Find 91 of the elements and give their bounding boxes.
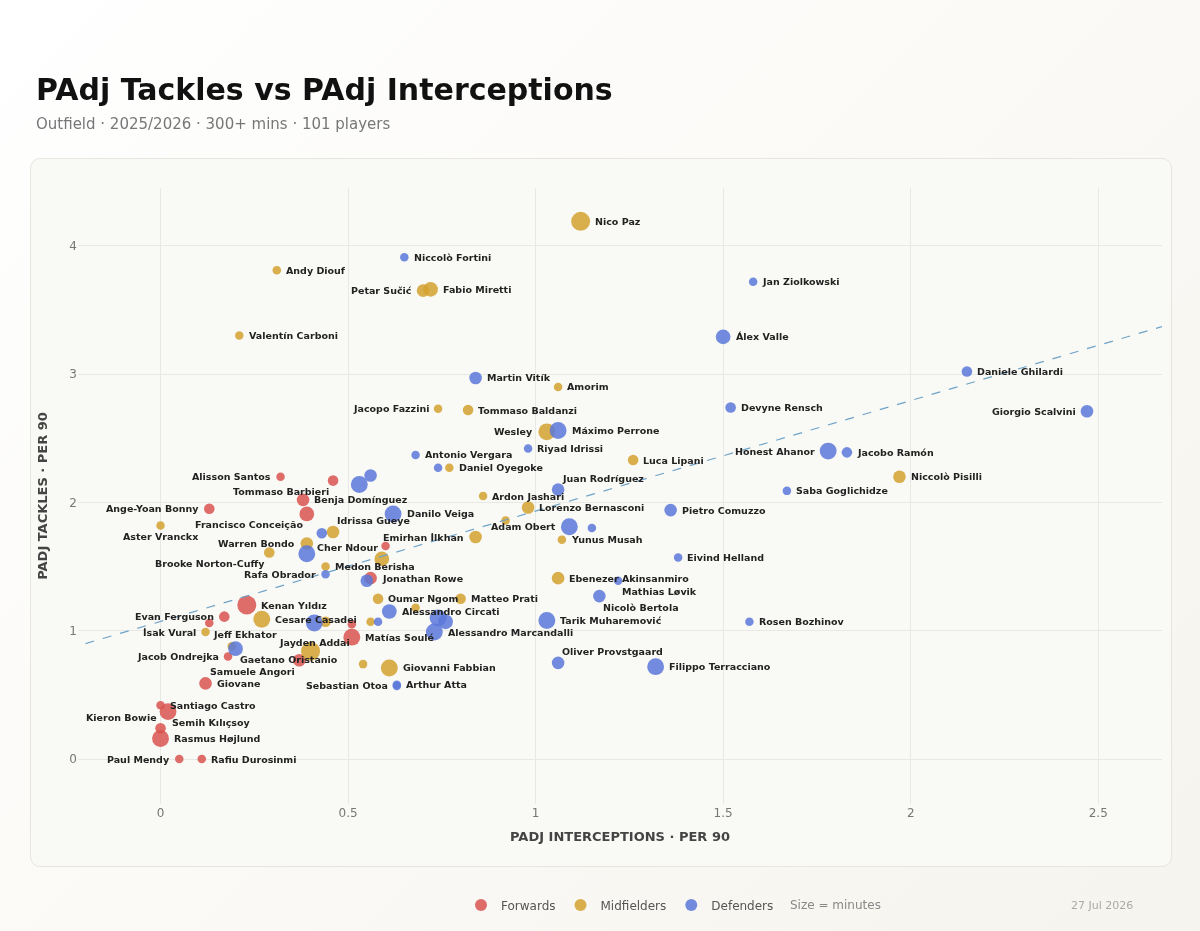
annotation: Rafiu Durosinmi	[211, 754, 297, 765]
annotation: Pietro Comuzzo	[682, 505, 766, 516]
x-tick-label: 2	[906, 806, 915, 820]
annotation: Jan Ziolkowski	[762, 276, 840, 287]
annotation: Wesley	[494, 426, 533, 437]
annotation: Jacobo Ramón	[857, 447, 934, 458]
annotation: Máximo Perrone	[572, 425, 660, 436]
x-tick-label: 1	[531, 806, 540, 820]
annotation: Niccolò Fortini	[414, 252, 492, 263]
legend-label: Midfielders	[600, 898, 667, 913]
annotation: Luca Lipani	[643, 455, 704, 466]
annotation: Matteo Prati	[471, 593, 539, 604]
annotation: Brooke Norton-Cuffy	[155, 558, 266, 569]
annotation: Daniele Ghilardi	[977, 366, 1063, 377]
annotation: Medon Berisha	[335, 561, 415, 572]
annotation: Aster Vranckx	[123, 531, 199, 542]
annotation: Nicolò Bertola	[603, 602, 679, 613]
annotation: Evan Ferguson	[135, 611, 215, 622]
annotation: Amorim	[567, 381, 609, 392]
annotation: Oliver Provstgaard	[562, 646, 663, 657]
annotation: Arthur Atta	[406, 679, 467, 690]
annotation: Warren Bondo	[218, 538, 295, 549]
chart-title: PAdj Tackles vs PAdj Interceptions	[36, 72, 613, 107]
annotation: Juan Rodríguez	[562, 473, 645, 484]
annotation: Kieron Bowie	[86, 712, 157, 723]
annotation: Alessandro Marcandalli	[448, 627, 574, 638]
annotation: Niccolò Pisilli	[911, 471, 982, 482]
annotation: Jonathan Rowe	[382, 573, 464, 584]
annotation: Álex Valle	[736, 331, 789, 342]
annotation: Petar Sučić	[351, 285, 412, 296]
annotation: Francisco Conceição	[195, 519, 304, 530]
annotation: Ange-Yoan Bonny	[106, 503, 200, 514]
y-axis-title: PADJ TACKLES · PER 90	[35, 412, 51, 580]
annotation: Mathias Løvik	[622, 586, 697, 597]
annotation: Filippo Terracciano	[669, 661, 771, 672]
annotation: Daniel Oyegoke	[459, 462, 543, 473]
annotation: Honest Ahanor	[735, 446, 815, 457]
annotation: Kenan Yıldız	[261, 600, 328, 611]
x-axis-title: PADJ INTERCEPTIONS · PER 90	[510, 828, 730, 844]
annotation: Riyad Idrissi	[537, 443, 604, 454]
annotation: Santiago Castro	[170, 700, 257, 711]
annotation: Rosen Bozhinov	[759, 616, 845, 627]
annotation: Jeff Ekhator	[213, 629, 278, 640]
x-tick-label: 1.5	[713, 806, 733, 820]
annotation: Jacopo Fazzini	[353, 403, 430, 414]
annotation: Paul Mendy	[107, 754, 170, 765]
annotation: Alisson Santos	[192, 471, 271, 482]
annotation: İsak Vural	[143, 627, 197, 638]
annotation: Eivind Helland	[687, 552, 764, 563]
y-tick-label: 1	[69, 623, 77, 638]
annotation: Lorenzo Bernasconi	[539, 502, 645, 513]
annotation: Fabio Miretti	[443, 284, 512, 295]
annotation: Semih Kılıçsoy	[172, 717, 251, 728]
text: 27 Jul 2026	[1071, 899, 1134, 912]
annotation: Ardon Jashari	[492, 491, 565, 502]
annotation: Giovanni Fabbian	[403, 662, 496, 673]
annotation: Nico Paz	[595, 216, 641, 227]
annotation: Devyne Rensch	[741, 402, 824, 413]
chart-subtitle: Outfield · 2025/2026 · 300+ mins · 101 players	[36, 115, 392, 133]
legend-label: Forwards	[501, 898, 556, 913]
x-tick-label: 0.5	[338, 806, 358, 820]
y-tick-label: 0	[69, 752, 77, 767]
legend-label: Defenders	[711, 898, 774, 913]
annotation: Samuele Angori	[210, 666, 295, 677]
annotation: Antonio Vergara	[425, 449, 513, 460]
annotation: Tarik Muharemović	[560, 615, 662, 626]
annotation: Giorgio Scalvini	[992, 406, 1076, 417]
annotation: Tommaso Baldanzi	[478, 405, 578, 416]
x-tick-label: 2.5	[1088, 806, 1108, 820]
annotation: Jayden Addai	[279, 637, 350, 648]
annotation: Saba Goglichidze	[796, 485, 888, 496]
y-tick-label: 2	[69, 495, 77, 510]
annotation: Adam Obert	[491, 521, 556, 532]
y-tick-label: 4	[69, 238, 77, 253]
x-tick-label: 0	[156, 806, 165, 820]
y-tick-label: 3	[69, 367, 77, 382]
annotation: Jacob Ondrejka	[137, 651, 219, 662]
annotation: Sebastian Otoa	[306, 680, 388, 691]
annotation: Cher Ndour	[317, 542, 379, 553]
annotation: Yunus Musah	[571, 534, 643, 545]
annotation: Martin Vitík	[487, 372, 551, 383]
annotation: Rasmus Højlund	[174, 733, 261, 744]
annotation: Ebenezer Akinsanmiro	[569, 573, 690, 584]
annotation: Andy Diouf	[286, 265, 346, 276]
text: Size = minutes	[790, 898, 881, 912]
annotation: Rafa Obrador	[244, 569, 316, 580]
annotation: Emirhan İlkhan	[383, 532, 464, 543]
annotation: Matías Soulé	[365, 632, 434, 643]
annotation: Danilo Veiga	[407, 508, 475, 519]
annotation: Valentín Carboni	[249, 330, 338, 341]
annotation: Giovane	[217, 678, 261, 689]
